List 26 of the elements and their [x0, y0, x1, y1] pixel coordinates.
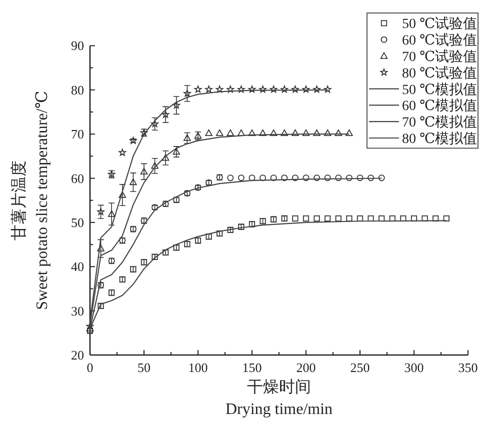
legend-label: 50 ℃试验值	[402, 16, 478, 32]
x-tick-label: 300	[404, 360, 424, 375]
x-tick-label: 150	[242, 360, 262, 375]
legend-label: 80 ℃模拟值	[402, 131, 478, 147]
y-tick-label: 50	[71, 214, 84, 230]
x-tick-label: 250	[350, 360, 370, 375]
x-tick-label: 100	[188, 360, 208, 375]
legend-label: 70 ℃模拟值	[402, 114, 478, 131]
y-tick-label: 70	[71, 126, 84, 142]
y-tick-label: 80	[71, 82, 84, 98]
legend-label: 50 ℃模拟值	[402, 82, 478, 98]
x-tick-label: 0	[86, 360, 94, 375]
x-tick-label: 50	[138, 360, 150, 375]
y-tick-label: 90	[71, 38, 84, 54]
y-axis-title: 甘薯片温度 Sweet potato slice temperature/℃	[10, 90, 51, 310]
y-tick-label: 60	[71, 170, 84, 186]
x-tick-label: 350	[458, 360, 478, 375]
legend-label: 60 ℃试验值	[402, 32, 478, 49]
x-axis-title: 干燥时间 Drying time/min	[225, 378, 333, 418]
legend-label: 80 ℃试验值	[402, 65, 478, 82]
y-tick-label: 20	[71, 348, 84, 362]
y-tick-label: 40	[71, 259, 84, 274]
legend-label: 60 ℃模拟值	[402, 98, 478, 114]
x-tick-label: 200	[296, 360, 316, 375]
legend-label: 70 ℃试验值	[402, 49, 478, 65]
y-tick-label: 30	[71, 303, 84, 318]
